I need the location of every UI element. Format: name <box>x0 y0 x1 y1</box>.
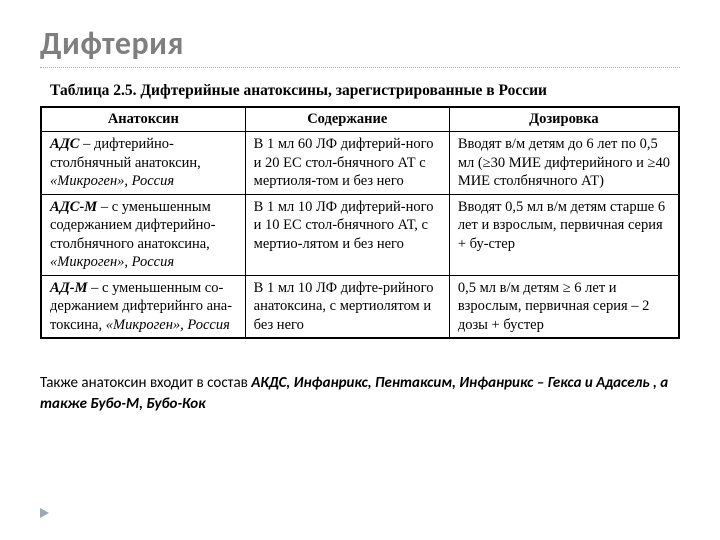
cell-content: В 1 мл 10 ЛФ дифте-рийного анатоксина, с… <box>245 275 449 338</box>
cell-content: В 1 мл 60 ЛФ дифтерий-ного и 20 ЕС стол-… <box>245 132 449 195</box>
table-row: АДС – дифтерийно-столбнячный анатоксин, … <box>41 132 679 195</box>
footnote-lead: Также анатоксин входит в состав <box>40 374 251 392</box>
page-title: Дифтерия <box>40 24 680 63</box>
th-content: Содержание <box>245 107 449 132</box>
cell-dose: Вводят в/м детям до 6 лет по 0,5 мл (≥30… <box>449 132 679 195</box>
table-header-row: Анатоксин Содержание Дозировка <box>41 107 679 132</box>
drug-maker: «Микроген», Россия <box>50 173 174 189</box>
drug-name: АДС <box>50 136 79 152</box>
drug-name: АД-М <box>50 280 88 296</box>
table-row: АД-М – с уменьшенным со-держанием дифтер… <box>41 275 679 338</box>
cell-dose: 0,5 мл в/м детям ≥ 6 лет и взрослым, пер… <box>449 275 679 338</box>
drug-maker: «Микроген», Россия <box>50 254 174 270</box>
play-arrow-icon <box>40 508 49 518</box>
drug-name: АДС-М <box>50 199 97 215</box>
cell-name: АДС-М – с уменьшенным содержанием дифтер… <box>41 194 245 275</box>
cell-content: В 1 мл 10 ЛФ дифтерий-ного и 10 ЕС стол-… <box>245 194 449 275</box>
cell-name: АД-М – с уменьшенным со-держанием дифтер… <box>41 275 245 338</box>
drug-maker: «Микроген», Россия <box>106 317 230 333</box>
table-caption: Таблица 2.5. Дифтерийные анатоксины, зар… <box>50 82 680 100</box>
cell-dose: Вводят 0,5 мл в/м детям старше 6 лет и в… <box>449 194 679 275</box>
title-underline <box>40 67 680 68</box>
table-row: АДС-М – с уменьшенным содержанием дифтер… <box>41 194 679 275</box>
th-anatoxin: Анатоксин <box>41 107 245 132</box>
cell-name: АДС – дифтерийно-столбнячный анатоксин, … <box>41 132 245 195</box>
anatoxin-table: Анатоксин Содержание Дозировка АДС – диф… <box>40 106 680 339</box>
th-dose: Дозировка <box>449 107 679 132</box>
footnote: Также анатоксин входит в состав АКДС, Ин… <box>40 373 680 414</box>
